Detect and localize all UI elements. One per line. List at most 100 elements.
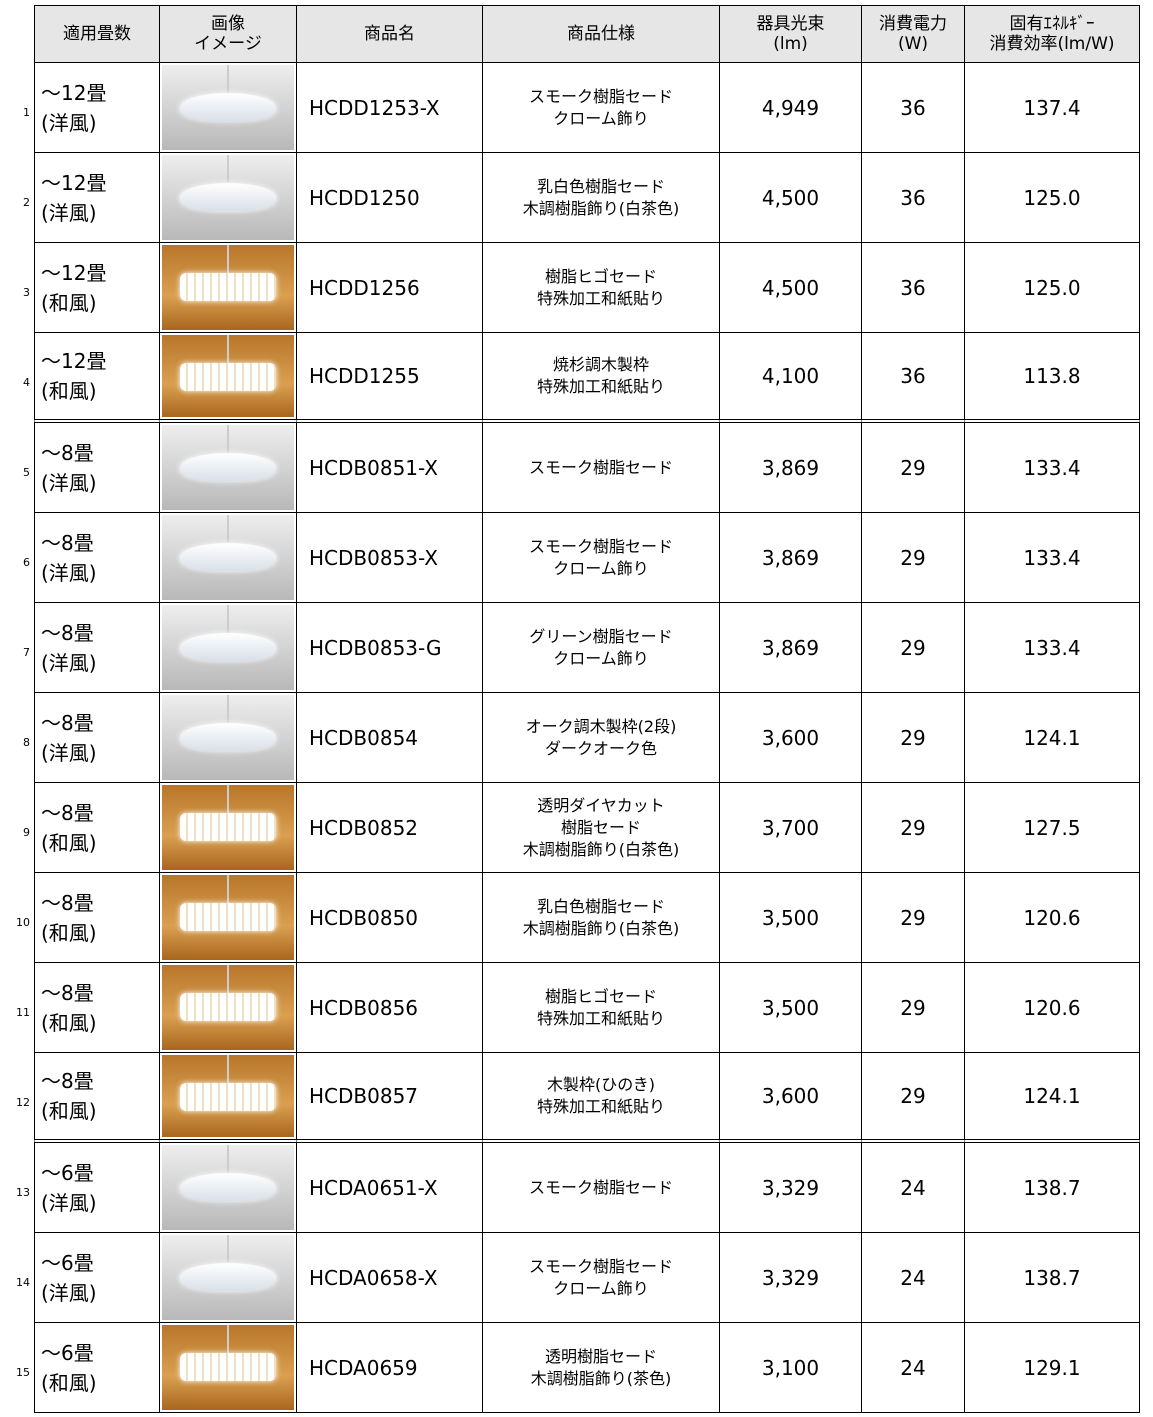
product-image — [162, 335, 294, 417]
watt-cell: 29 — [862, 603, 965, 693]
lumen-cell: 3,869 — [720, 513, 862, 603]
lumen-cell: 3,100 — [720, 1323, 862, 1413]
image-cell — [160, 513, 297, 603]
image-cell — [160, 423, 297, 513]
size-text: ～8畳 — [41, 800, 94, 825]
efficiency-text: 137.4 — [1023, 95, 1081, 120]
efficiency-cell: 125.0 — [965, 243, 1140, 333]
row-number: 1 — [0, 106, 30, 119]
spec-cell: 透明樹脂セード 木調樹脂飾り(茶色) — [483, 1323, 720, 1413]
size-cell: ～12畳 (和風) — [34, 333, 160, 423]
watt-cell: 29 — [862, 1053, 965, 1143]
efficiency-text: 124.1 — [1023, 725, 1081, 750]
lamp-shade — [180, 273, 276, 301]
size-text: (和風) — [41, 1099, 97, 1123]
row-number-text: 1 — [23, 106, 30, 119]
size-cell: ～6畳 (洋風) — [34, 1233, 160, 1323]
spec-cell: 樹脂ヒゴセード 特殊加工和紙貼り — [483, 963, 720, 1053]
row-number: 10 — [0, 916, 30, 929]
efficiency-text: 133.4 — [1023, 455, 1081, 480]
image-cell — [160, 153, 297, 243]
watt-cell: 36 — [862, 333, 965, 423]
spec-cell: グリーン樹脂セード クローム飾り — [483, 603, 720, 693]
size-text: ～8畳 — [41, 620, 94, 645]
product-image — [162, 695, 294, 780]
spec-text: スモーク樹脂セード — [528, 1256, 673, 1276]
row-number: 5 — [0, 466, 30, 479]
spec-text: 木調樹脂飾り(白茶色) — [522, 198, 680, 218]
product-image — [162, 65, 294, 150]
spec-text: 木製枠(ひのき) — [546, 1075, 655, 1094]
row-number-text: 5 — [23, 466, 30, 479]
efficiency-text: 133.4 — [1023, 635, 1081, 660]
image-cell — [160, 603, 297, 693]
efficiency-text: 129.1 — [1023, 1355, 1081, 1380]
size-text: ～12畳 — [41, 349, 107, 373]
row-number-text: 3 — [23, 286, 30, 299]
efficiency-cell: 124.1 — [965, 1053, 1140, 1143]
lumen-cell: 3,869 — [720, 423, 862, 513]
lumen-cell: 3,700 — [720, 783, 862, 873]
spec-text: 乳白色樹脂セード — [536, 176, 665, 196]
image-cell — [160, 1053, 297, 1143]
efficiency-cell: 129.1 — [965, 1323, 1140, 1413]
header-text: 固有ｴﾈﾙｷﾞｰ — [1009, 14, 1095, 34]
watt-cell: 29 — [862, 963, 965, 1053]
size-cell: ～8畳 (和風) — [34, 963, 160, 1053]
row-number-text: 10 — [16, 916, 30, 929]
lumen-text: 3,329 — [761, 1265, 820, 1290]
header-text: 商品名 — [364, 24, 415, 44]
name-text: HCDD1255 — [309, 364, 420, 388]
watt-cell: 36 — [862, 63, 965, 153]
name-text: HCDD1256 — [309, 275, 420, 300]
lamp-shade — [180, 183, 276, 211]
size-text: ～6畳 — [41, 1250, 94, 1275]
row-number: 7 — [0, 646, 30, 659]
spec-text: 透明樹脂セード — [544, 1346, 657, 1366]
name-text: HCDB0850 — [309, 905, 419, 930]
name-text: HCDB0853-G — [309, 635, 442, 660]
name-text: HCDB0854 — [309, 725, 419, 750]
row-number: 14 — [0, 1276, 30, 1289]
lumen-cell: 3,600 — [720, 1053, 862, 1143]
spec-text: 木調樹脂飾り(白茶色) — [522, 839, 680, 859]
watt-text: 24 — [900, 1355, 926, 1380]
lumen-cell: 4,500 — [720, 243, 862, 333]
image-cell — [160, 63, 297, 153]
product-image — [162, 605, 294, 690]
header-text: 消費効率(lm/W) — [989, 34, 1115, 54]
lumen-cell: 3,500 — [720, 873, 862, 963]
image-cell — [160, 1323, 297, 1413]
lumen-cell: 4,100 — [720, 333, 862, 423]
image-cell — [160, 873, 297, 963]
name-cell: HCDA0658-X — [297, 1233, 483, 1323]
row-number-text: 14 — [16, 1276, 30, 1289]
lamp-shade — [180, 813, 276, 841]
name-text: HCDB0853-X — [309, 545, 438, 570]
watt-text: 24 — [900, 1175, 926, 1200]
size-text: (洋風) — [41, 740, 97, 765]
lumen-cell: 3,869 — [720, 603, 862, 693]
efficiency-cell: 133.4 — [965, 603, 1140, 693]
row-number-text: 15 — [16, 1366, 30, 1379]
size-text: ～12畳 — [41, 260, 107, 285]
lumen-text: 4,100 — [761, 364, 820, 388]
row-number: 13 — [0, 1186, 30, 1199]
lumen-text: 3,869 — [761, 455, 820, 480]
efficiency-cell: 125.0 — [965, 153, 1140, 243]
efficiency-text: 125.0 — [1023, 275, 1081, 300]
spec-text: 透明ダイヤカット — [537, 795, 665, 815]
lumen-text: 3,600 — [761, 1084, 820, 1108]
spec-cell: スモーク樹脂セード — [483, 1143, 720, 1233]
name-cell: HCDB0850 — [297, 873, 483, 963]
row-number-text: 11 — [16, 1006, 30, 1019]
lumen-text: 4,500 — [761, 185, 820, 210]
spec-text: 樹脂ヒゴセード — [544, 986, 657, 1006]
spec-text: スモーク樹脂セード — [528, 86, 673, 106]
name-cell: HCDD1255 — [297, 333, 483, 423]
size-text: (洋風) — [41, 1280, 97, 1305]
header-text: 消費電力 — [879, 14, 947, 34]
efficiency-text: 120.6 — [1023, 905, 1081, 930]
efficiency-text: 127.5 — [1023, 815, 1081, 840]
